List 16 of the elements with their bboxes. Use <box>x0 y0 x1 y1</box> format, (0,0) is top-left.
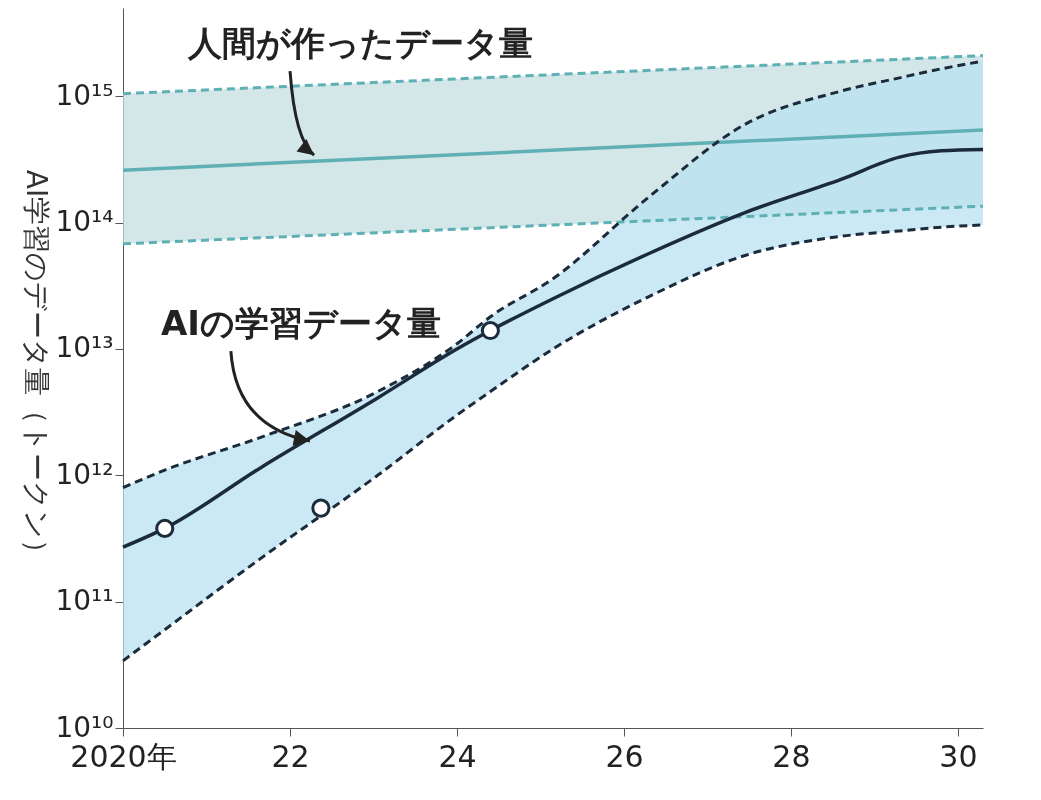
y-tick-label: 10¹² <box>55 457 114 491</box>
y-tick-label: 10¹⁴ <box>55 205 114 239</box>
x-tick-label: 26 <box>605 738 644 774</box>
point <box>311 498 331 518</box>
point <box>480 320 500 341</box>
x-tick-label: 22 <box>271 738 310 774</box>
y-axis-title: AI学習のデータ量（トークン） <box>20 169 54 568</box>
y-tick-label: 10¹⁵ <box>55 78 114 112</box>
y-tick-label: 10¹³ <box>55 331 114 365</box>
annotation: 人間が作ったデータ量 <box>186 23 533 64</box>
annotation: AIの学習データ量 <box>160 303 441 344</box>
x-tick-label: 24 <box>438 738 477 774</box>
x-tick-label: 30 <box>939 738 978 774</box>
x-tick-label: 28 <box>772 738 811 774</box>
y-tick-label: 10¹¹ <box>55 584 114 618</box>
point <box>155 518 175 538</box>
